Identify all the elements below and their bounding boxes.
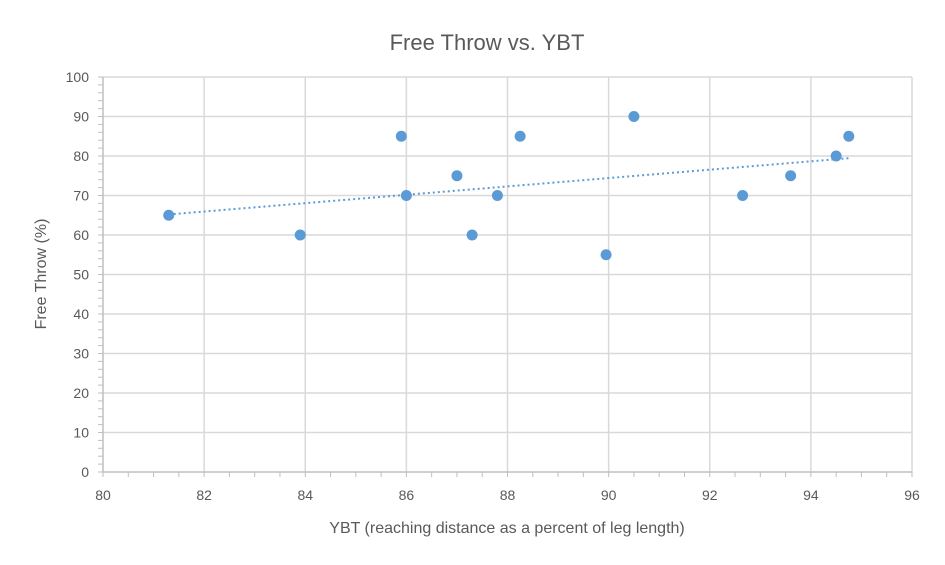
y-tick-label: 70 [73,188,89,204]
data-point [451,170,463,182]
y-tick-label: 30 [73,346,89,362]
y-tick-label: 80 [73,148,89,164]
data-point [600,249,612,261]
data-point [785,170,797,182]
y-tick-label: 20 [73,385,89,401]
data-point [395,130,407,142]
data-point [737,190,749,201]
chart-title: Free Throw vs. YBT [390,30,585,55]
data-point [466,229,478,241]
x-tick-label: 80 [95,487,111,503]
data-point [294,229,306,241]
y-tick-label: 90 [73,109,89,125]
y-tick-label: 0 [81,464,89,480]
y-tick-label: 10 [73,425,89,441]
y-tick-label: 40 [73,306,89,322]
y-tick-label: 50 [73,267,89,283]
trendline [168,156,852,216]
x-tick-label: 82 [196,487,212,503]
data-point [514,130,526,142]
trendline-group [168,156,852,216]
y-tick-labels: 0 10 20 30 40 50 60 70 80 90 100 [66,69,90,480]
x-tick-label: 96 [904,487,920,503]
x-tick-label: 92 [702,487,718,503]
x-axis-label: YBT (reaching distance as a percent of l… [329,520,684,537]
data-point [843,130,855,142]
data-point [830,150,842,162]
gridlines [103,76,913,472]
x-tick-label: 86 [399,487,415,503]
axes [98,76,913,477]
x-tick-label: 88 [500,487,516,503]
data-point [628,111,640,122]
data-point [163,209,175,221]
x-tick-label: 94 [803,487,819,503]
data-point [400,190,412,201]
data-point [491,190,503,201]
y-axis-label: Free Throw (%) [33,219,50,330]
x-tick-label: 84 [297,487,313,503]
y-tick-label: 100 [66,69,90,85]
data-points [163,111,855,261]
x-tick-labels: 80 82 84 86 88 90 92 94 96 [95,487,920,503]
y-tick-label: 60 [73,227,89,243]
x-tick-label: 90 [601,487,617,503]
